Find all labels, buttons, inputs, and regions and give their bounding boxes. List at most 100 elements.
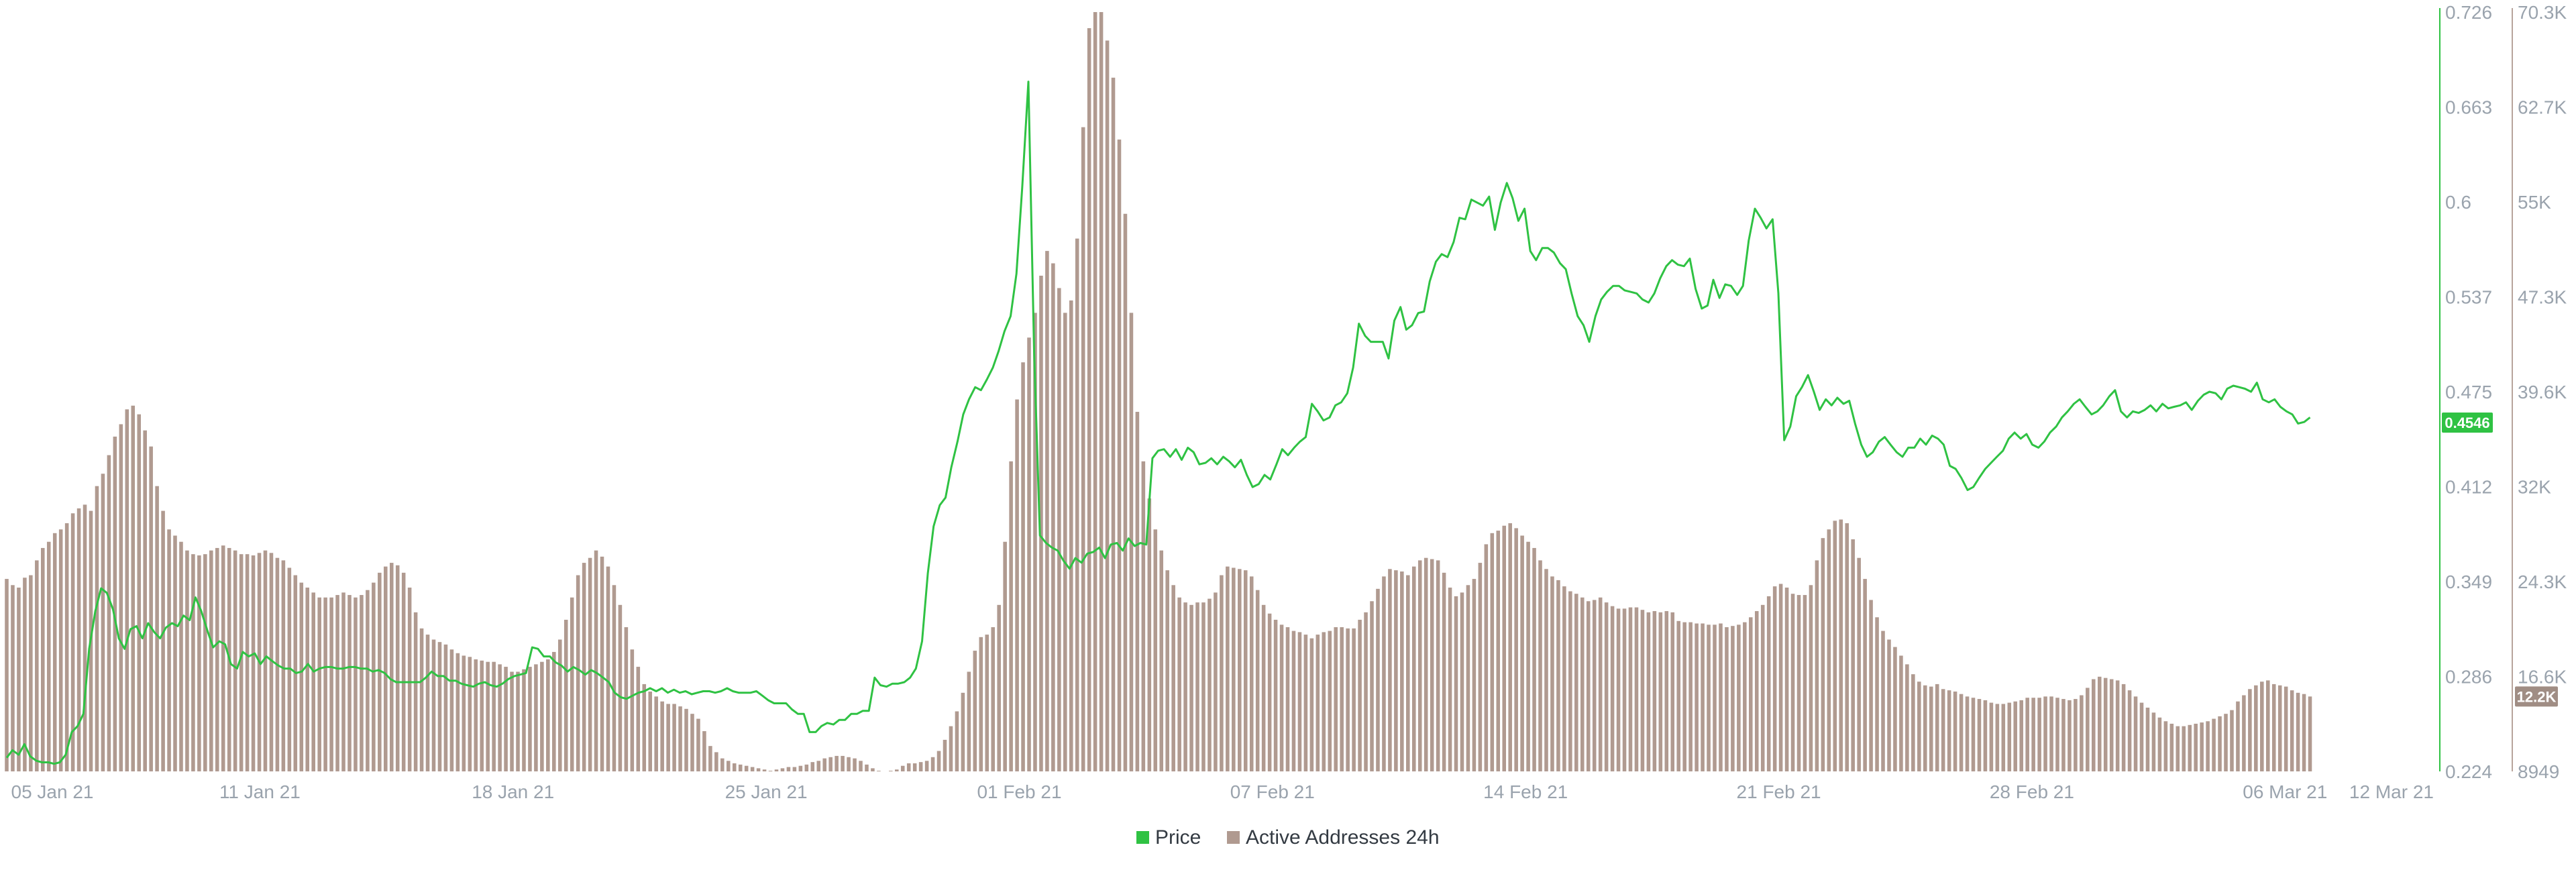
active-addresses-bar xyxy=(2115,680,2120,771)
active-addresses-bar xyxy=(329,597,333,771)
active-addresses-tick-label: 47.3K xyxy=(2518,287,2567,308)
active-addresses-bar xyxy=(696,718,700,771)
active-addresses-bar xyxy=(1682,622,1686,771)
active-addresses-bar xyxy=(1658,612,1663,771)
active-addresses-bar xyxy=(906,763,911,771)
active-addresses-bar xyxy=(1725,627,1729,771)
active-addresses-bar xyxy=(1875,617,1879,771)
active-addresses-bar xyxy=(912,763,917,771)
active-addresses-bar xyxy=(1719,623,1723,771)
active-addresses-bar xyxy=(973,651,977,771)
active-addresses-bar xyxy=(552,651,556,771)
active-addresses-bar xyxy=(1899,655,1903,771)
active-addresses-bar xyxy=(2139,702,2144,771)
active-addresses-bar xyxy=(1568,591,1572,771)
active-addresses-bar xyxy=(1177,597,1181,771)
active-addresses-bar xyxy=(504,667,508,771)
active-addresses-bar xyxy=(1622,608,1627,771)
active-addresses-bar xyxy=(2092,679,2096,771)
active-addresses-bar xyxy=(1803,595,1807,771)
active-addresses-bar xyxy=(528,667,532,771)
active-addresses-bar xyxy=(119,424,123,771)
active-addresses-bar xyxy=(1688,622,1693,771)
active-addresses-bar xyxy=(1652,611,1657,771)
active-addresses-bar xyxy=(606,566,610,771)
active-addresses-bar xyxy=(221,545,225,771)
active-addresses-bar xyxy=(449,649,454,771)
active-addresses-bar xyxy=(1923,685,1927,771)
active-addresses-bar xyxy=(2133,696,2138,771)
active-addresses-bar xyxy=(1291,631,1296,771)
active-addresses-bar xyxy=(1562,586,1566,771)
active-addresses-bar xyxy=(143,430,147,771)
active-addresses-bar xyxy=(437,642,442,771)
active-addresses-bar xyxy=(1009,461,1013,771)
active-addresses-bar xyxy=(1749,617,1753,771)
active-addresses-bar xyxy=(1261,604,1266,771)
active-addresses-bar xyxy=(1995,704,2000,771)
active-addresses-bar xyxy=(2302,694,2306,771)
active-addresses-bar xyxy=(2242,695,2246,771)
active-addresses-bar xyxy=(1400,571,1404,771)
x-tick-label: 14 Feb 21 xyxy=(1483,781,1568,802)
active-addresses-bar xyxy=(1057,288,1061,772)
active-addresses-bar xyxy=(2230,710,2234,771)
active-addresses-bar xyxy=(1604,602,1609,771)
active-addresses-bar xyxy=(1183,602,1187,771)
active-addresses-bar xyxy=(564,619,568,771)
active-addresses-bar xyxy=(2277,685,2282,771)
active-addresses-bar xyxy=(1628,607,1633,771)
active-addresses-bar xyxy=(389,563,394,771)
price-tick-label: 0.286 xyxy=(2445,667,2492,688)
active-addresses-bar xyxy=(498,664,502,771)
active-addresses-bar xyxy=(419,628,424,771)
active-addresses-bar xyxy=(269,553,274,771)
active-addresses-bar xyxy=(2025,698,2029,771)
active-addresses-bar xyxy=(2031,698,2035,771)
active-addresses-bar xyxy=(179,541,183,771)
active-addresses-bar xyxy=(1243,570,1248,771)
active-addresses-bar xyxy=(2284,686,2288,771)
active-addresses-bar xyxy=(2061,699,2065,771)
active-addresses-bar xyxy=(1087,28,1091,772)
active-addresses-bar xyxy=(64,523,69,771)
active-addresses-bar xyxy=(1971,698,1976,771)
active-addresses-bar xyxy=(2236,701,2240,771)
active-addresses-bar xyxy=(1376,588,1380,771)
active-addresses-legend-swatch xyxy=(1227,831,1240,844)
active-addresses-bar xyxy=(1382,576,1386,771)
active-addresses-bar xyxy=(1610,606,1615,771)
active-addresses-bar xyxy=(2157,717,2162,771)
active-addresses-bar xyxy=(131,405,136,771)
legend: Price Active Addresses 24h xyxy=(1136,826,1440,849)
active-addresses-bar xyxy=(287,567,292,771)
active-addresses-bar xyxy=(594,550,598,771)
active-addresses-bar xyxy=(828,757,833,771)
active-addresses-bar xyxy=(798,765,803,771)
active-addresses-tick-label: 24.3K xyxy=(2518,571,2567,592)
active-addresses-bar xyxy=(360,595,364,771)
active-addresses-bar xyxy=(1713,624,1717,771)
active-addresses-bar xyxy=(2151,712,2156,771)
active-addresses-bar xyxy=(859,761,863,771)
active-addresses-bar xyxy=(29,575,33,771)
active-addresses-bar xyxy=(1232,567,1236,771)
active-addresses-bar xyxy=(618,604,623,771)
active-addresses-bar xyxy=(23,578,27,771)
active-addresses-bar xyxy=(1214,592,1218,771)
active-addresses-bars xyxy=(5,12,2312,772)
active-addresses-bar xyxy=(2055,698,2059,771)
active-addresses-bar xyxy=(1141,461,1146,771)
active-addresses-bar xyxy=(492,661,496,771)
active-addresses-bar xyxy=(557,639,562,771)
active-addresses-bar xyxy=(239,554,244,771)
active-addresses-bar xyxy=(702,731,706,771)
active-addresses-bar xyxy=(2049,696,2053,771)
active-addresses-bar xyxy=(1839,519,1843,771)
active-addresses-bar xyxy=(816,761,821,771)
active-addresses-bar xyxy=(1388,569,1392,771)
active-addresses-bar xyxy=(155,486,159,771)
active-addresses-bar xyxy=(985,635,989,771)
active-addresses-bar xyxy=(1496,531,1501,771)
active-addresses-bar xyxy=(588,557,592,771)
